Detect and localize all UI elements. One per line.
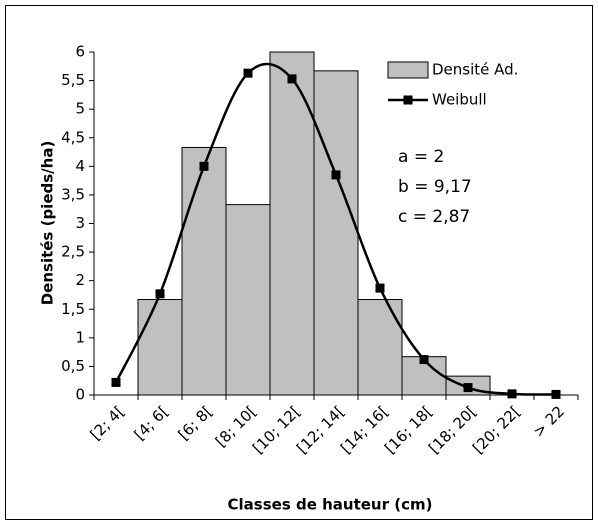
weibull-marker (287, 74, 297, 84)
bar (225, 204, 271, 396)
legend-marker (403, 95, 413, 105)
weibull-marker (507, 389, 517, 399)
y-tick-label: 0 (75, 386, 85, 404)
weibull-marker (551, 389, 561, 399)
weibull-marker (375, 283, 385, 293)
y-tick-label: 0,5 (61, 357, 85, 375)
weibull-marker (463, 383, 473, 393)
bar (313, 70, 359, 396)
weibull-marker (155, 289, 165, 299)
weibull-marker (243, 68, 253, 78)
annotation: b = 9,17 (398, 177, 472, 197)
weibull-marker (331, 170, 341, 180)
legend-label: Densité Ad. (432, 61, 518, 79)
legend-label: Weibull (432, 91, 487, 109)
annotation: a = 2 (398, 147, 444, 167)
y-tick-label: 2 (75, 271, 85, 289)
y-tick-label: 5,5 (61, 71, 85, 89)
weibull-marker (419, 355, 429, 365)
y-tick-label: 4 (75, 157, 85, 175)
bar (137, 299, 183, 396)
y-tick-label: 1,5 (61, 300, 85, 318)
bar (269, 51, 315, 396)
y-tick-label: 1 (75, 328, 85, 346)
weibull-marker (199, 161, 209, 171)
weibull-marker (111, 377, 121, 387)
y-tick-label: 4,5 (61, 128, 85, 146)
y-tick-label: 2,5 (61, 243, 85, 261)
y-tick-label: 5 (75, 100, 85, 118)
y-tick-label: 6 (75, 43, 85, 61)
y-tick-label: 3,5 (61, 185, 85, 203)
y-tick-label: 3 (75, 214, 85, 232)
annotation: c = 2,87 (398, 207, 470, 227)
y-axis-title: Densités (pieds/ha) (39, 141, 57, 306)
bar (181, 146, 227, 396)
x-axis-title: Classes de hauteur (cm) (228, 496, 433, 514)
legend-swatch (387, 61, 429, 79)
bar (357, 299, 403, 396)
